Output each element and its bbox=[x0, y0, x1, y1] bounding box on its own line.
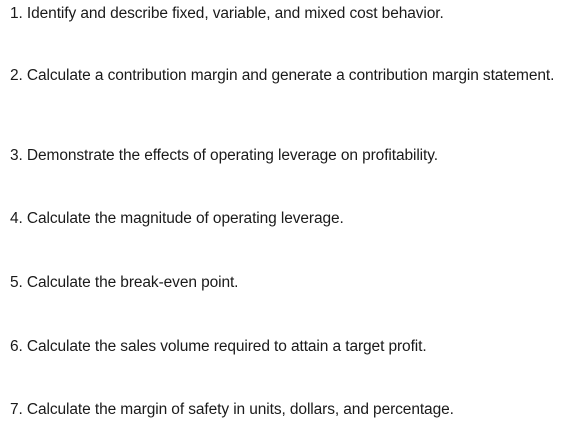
objective-item: 3. Demonstrate the effects of operating … bbox=[10, 147, 438, 164]
objective-item: 2. Calculate a contribution margin and g… bbox=[10, 67, 555, 84]
objective-item: 5. Calculate the break-even point. bbox=[10, 274, 239, 291]
objective-item: 4. Calculate the magnitude of operating … bbox=[10, 210, 344, 227]
objective-item: 6. Calculate the sales volume required t… bbox=[10, 338, 427, 355]
objective-item: 1. Identify and describe fixed, variable… bbox=[10, 5, 444, 22]
objective-item: 7. Calculate the margin of safety in uni… bbox=[10, 401, 454, 418]
